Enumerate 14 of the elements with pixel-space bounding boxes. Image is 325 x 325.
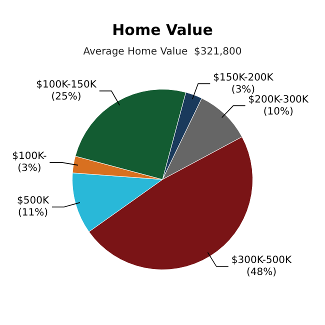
slice-label: $200K-300K <box>248 94 309 106</box>
chart-subtitle: Average Home Value $321,800 <box>83 46 242 58</box>
slice-label: $100K-150K <box>36 80 97 91</box>
slice-label: $150K-200K <box>213 72 274 84</box>
data-label: (48%) <box>246 266 277 278</box>
slice-label: $300K-500K <box>231 254 292 266</box>
slice-label: $100K- <box>12 151 48 162</box>
data-label: (25%) <box>51 92 82 103</box>
chart-title: Home Value <box>112 20 213 39</box>
slice-label: $500K <box>17 196 50 207</box>
data-label: (11%) <box>18 208 48 219</box>
data-label: (10%) <box>263 106 294 118</box>
data-label: (3%) <box>18 163 42 174</box>
data-label: (3%) <box>231 84 256 96</box>
